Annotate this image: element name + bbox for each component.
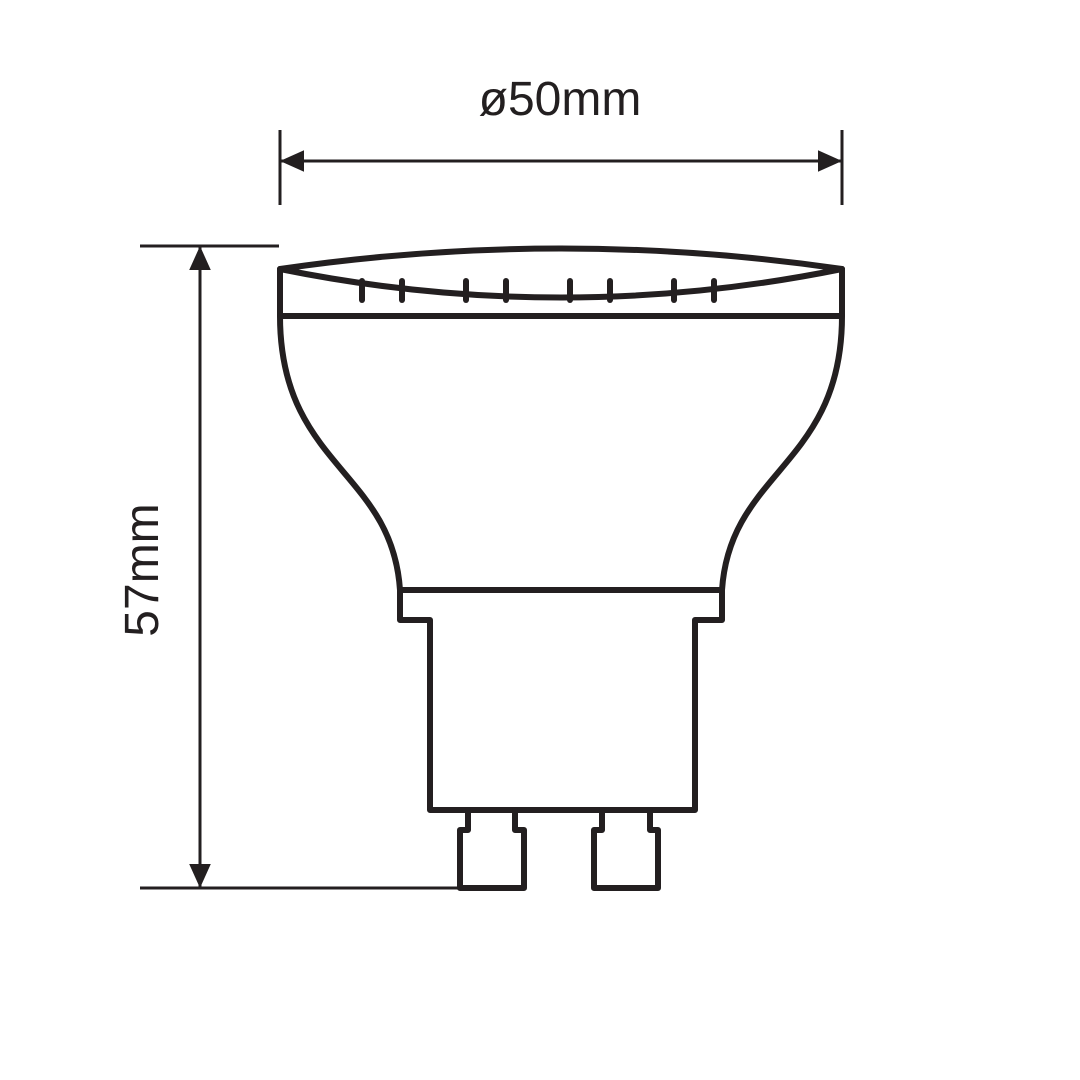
width-label: ø50mm xyxy=(479,73,642,126)
height-label: 57mm xyxy=(116,503,169,636)
bulb-dimension-diagram: ø50mm 57mm xyxy=(0,0,1080,1080)
